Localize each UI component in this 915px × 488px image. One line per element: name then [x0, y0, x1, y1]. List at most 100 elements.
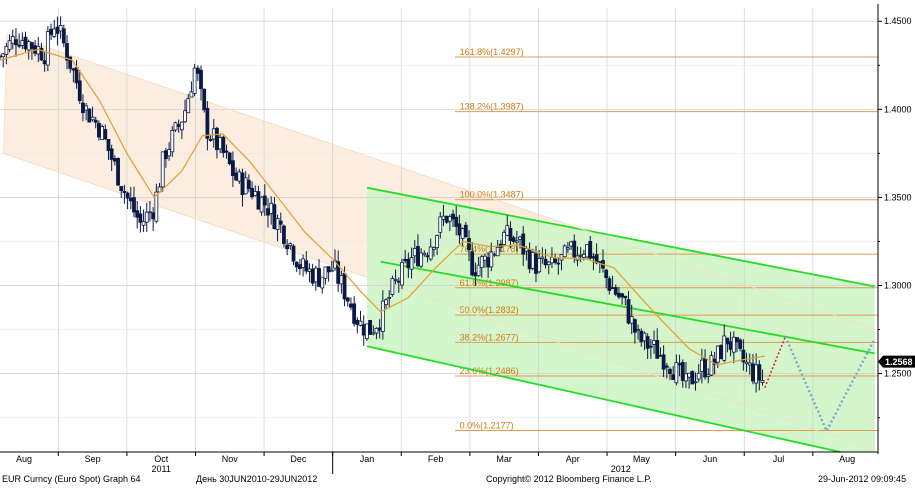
- candle-body: [148, 211, 152, 214]
- candle-body: [164, 150, 168, 160]
- candle-body: [412, 248, 417, 257]
- x-month-label: Apr: [566, 454, 580, 464]
- y-tick-label: 1.3000: [884, 281, 912, 291]
- candle-body: [460, 228, 465, 239]
- candle-body: [342, 273, 347, 300]
- candle-body: [208, 139, 213, 141]
- candle-body: [304, 260, 309, 272]
- fib-level-label: 138.2%(1.3987): [460, 102, 524, 112]
- candle-body: [393, 278, 398, 281]
- candle-body: [71, 68, 76, 71]
- candle-body: [154, 191, 159, 222]
- candle-body: [403, 258, 408, 262]
- candle-body: [537, 258, 542, 273]
- x-month-label: May: [633, 454, 651, 464]
- candle-body: [610, 287, 615, 289]
- candle-body: [483, 255, 487, 261]
- candle-body: [645, 336, 650, 349]
- candle-body: [674, 362, 679, 384]
- candle-body: [128, 197, 133, 202]
- candle-body: [1, 53, 6, 58]
- x-month-label: Jul: [773, 454, 785, 464]
- candle-body: [604, 269, 609, 278]
- candle-body: [626, 299, 631, 324]
- x-month-label: Sep: [85, 454, 101, 464]
- candle-body: [565, 247, 570, 250]
- candle-body: [160, 151, 165, 188]
- candle-body: [396, 280, 401, 283]
- candle-body: [285, 244, 290, 250]
- candle-body: [317, 268, 321, 287]
- candle-body: [591, 256, 596, 259]
- candle-body: [416, 246, 420, 267]
- candle-body: [278, 220, 283, 225]
- candle-body: [262, 195, 267, 206]
- candle-body: [329, 269, 334, 272]
- candle-body: [629, 316, 634, 324]
- candle-body: [562, 245, 567, 258]
- candle-body: [741, 349, 746, 363]
- fib-level-label: 23.6%(1.2486): [460, 366, 519, 376]
- candle-body: [122, 191, 127, 193]
- candle-body: [77, 80, 82, 102]
- candle-body: [664, 365, 669, 368]
- x-month-label: Mar: [496, 454, 512, 464]
- candle-body: [307, 268, 312, 272]
- candle-body: [521, 233, 526, 255]
- candle-body: [639, 330, 644, 342]
- candle-body: [377, 327, 382, 331]
- candle-body: [511, 237, 516, 242]
- candle-body: [687, 372, 692, 378]
- projection-red-dotted: [764, 336, 787, 388]
- fib-level-label: 0.0%(1.2177): [460, 421, 514, 431]
- candle-body: [224, 150, 229, 153]
- candle-body: [735, 337, 739, 343]
- candle-body: [655, 340, 660, 359]
- candle-body: [738, 339, 743, 349]
- candle-body: [751, 363, 755, 382]
- candle-body: [495, 246, 500, 257]
- candle-body: [502, 231, 506, 246]
- candle-body: [4, 45, 9, 55]
- candle-body: [256, 191, 261, 210]
- candle-body: [514, 240, 519, 243]
- candle-body: [553, 258, 558, 263]
- x-month-label: Aug: [16, 454, 32, 464]
- candle-body: [176, 124, 181, 127]
- candle-body: [313, 267, 318, 283]
- candle-body: [530, 252, 535, 269]
- candle-body: [90, 116, 95, 121]
- candle-body: [441, 215, 446, 220]
- candle-body: [112, 158, 117, 162]
- candle-body: [668, 368, 672, 374]
- candle-body: [345, 297, 350, 302]
- projection-blue-dotted: [784, 336, 876, 434]
- candle-body: [457, 223, 462, 236]
- candle-body: [141, 221, 146, 226]
- candle-body: [632, 319, 637, 333]
- fib-level-label: 76.4%(1.3178): [460, 244, 519, 254]
- candle-body: [384, 299, 388, 305]
- candle-body: [508, 228, 513, 241]
- candle-body: [572, 240, 577, 258]
- candle-body: [291, 245, 296, 262]
- candle-body: [74, 67, 79, 84]
- candle-body: [243, 177, 248, 195]
- candle-body: [715, 345, 720, 363]
- candle-body: [61, 28, 66, 44]
- candle-body: [297, 264, 302, 269]
- y-tick-label: 1.4000: [884, 104, 912, 114]
- candle-body: [489, 251, 494, 268]
- candle-body: [454, 216, 459, 227]
- candle-body: [754, 364, 759, 384]
- candle-body: [49, 28, 53, 35]
- candle-body: [106, 139, 111, 152]
- fib-level-label: 161.8%(1.4297): [460, 47, 524, 57]
- candle-body: [451, 213, 455, 220]
- last-price-badge-bg: [878, 355, 915, 368]
- x-month-label: Oct: [154, 454, 169, 464]
- candle-body: [215, 127, 219, 151]
- x-month-label: Feb: [428, 454, 444, 464]
- candle-body: [189, 91, 194, 98]
